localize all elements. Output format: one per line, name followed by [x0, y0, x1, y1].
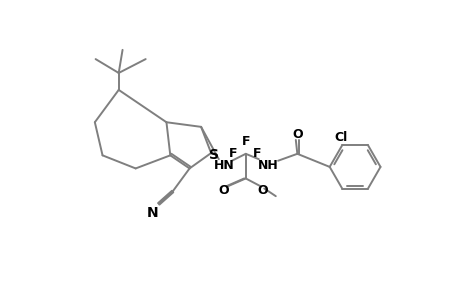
Text: O: O — [291, 128, 302, 141]
Text: F: F — [241, 135, 250, 148]
Text: HN: HN — [213, 159, 234, 172]
Text: F: F — [228, 147, 236, 160]
Text: N: N — [146, 206, 158, 220]
Text: S: S — [209, 148, 219, 162]
Text: O: O — [218, 184, 228, 196]
Text: F: F — [252, 147, 261, 160]
Text: Cl: Cl — [334, 131, 347, 144]
Text: NH: NH — [257, 159, 278, 172]
Text: O: O — [257, 184, 268, 196]
